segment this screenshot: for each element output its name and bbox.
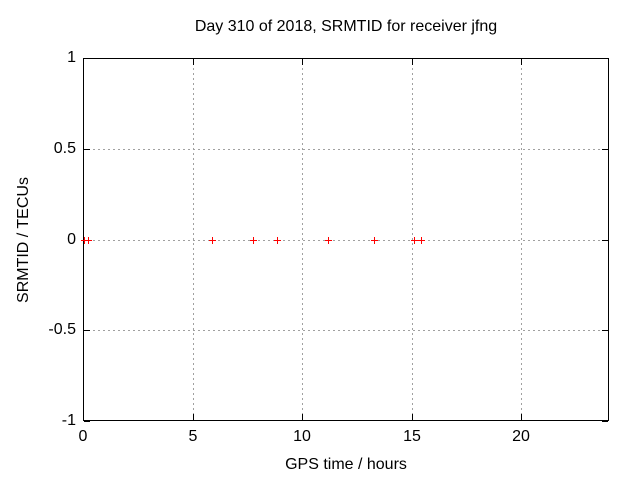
gridline-x-15	[412, 58, 413, 421]
gridline-x-20	[521, 58, 522, 421]
gridline-x-10	[302, 58, 303, 421]
y-tick-left-1	[84, 58, 90, 59]
data-point	[85, 237, 92, 244]
gridline-y--0.5	[83, 330, 609, 331]
x-tick-top-15	[412, 59, 413, 65]
x-tick-top-20	[521, 59, 522, 65]
x-tick-top-0	[83, 59, 84, 65]
y-tick-left--1	[84, 421, 90, 422]
x-tick-top-10	[302, 59, 303, 65]
x-tick-bottom-10	[302, 414, 303, 420]
x-tick-label: 0	[78, 428, 88, 445]
y-tick-left-0.5	[84, 149, 90, 150]
gridline-y-0	[83, 240, 609, 241]
data-point	[250, 237, 257, 244]
x-tick-bottom-15	[412, 414, 413, 420]
x-tick-bottom-5	[193, 414, 194, 420]
data-point	[418, 237, 425, 244]
data-point	[371, 237, 378, 244]
gridline-y-0.5	[83, 149, 609, 150]
data-point	[209, 237, 216, 244]
chart-title: Day 310 of 2018, SRMTID for receiver jfn…	[194, 18, 498, 35]
x-tick-label: 5	[188, 428, 198, 445]
y-tick-label: -1	[61, 412, 76, 429]
y-tick-label: 0	[67, 231, 76, 248]
y-tick-label: 1	[67, 49, 76, 66]
gridline-x-5	[193, 58, 194, 421]
x-tick-bottom-20	[521, 414, 522, 420]
y-tick-right--0.5	[602, 330, 608, 331]
y-tick-label: 0.5	[53, 140, 76, 157]
data-point	[411, 237, 418, 244]
x-axis-label: GPS time / hours	[285, 456, 407, 473]
y-tick-left--0.5	[84, 330, 90, 331]
data-point	[81, 237, 88, 244]
y-tick-right-1	[602, 58, 608, 59]
y-tick-right-0.5	[602, 149, 608, 150]
data-point	[325, 237, 332, 244]
x-tick-bottom-0	[83, 414, 84, 420]
data-point	[274, 237, 281, 244]
x-tick-label: 20	[512, 428, 530, 445]
y-tick-right-0	[602, 240, 608, 241]
x-tick-label: 10	[293, 428, 311, 445]
x-tick-label: 15	[403, 428, 421, 445]
y-tick-label: -0.5	[48, 321, 76, 338]
y-tick-right--1	[602, 421, 608, 422]
x-tick-top-5	[193, 59, 194, 65]
